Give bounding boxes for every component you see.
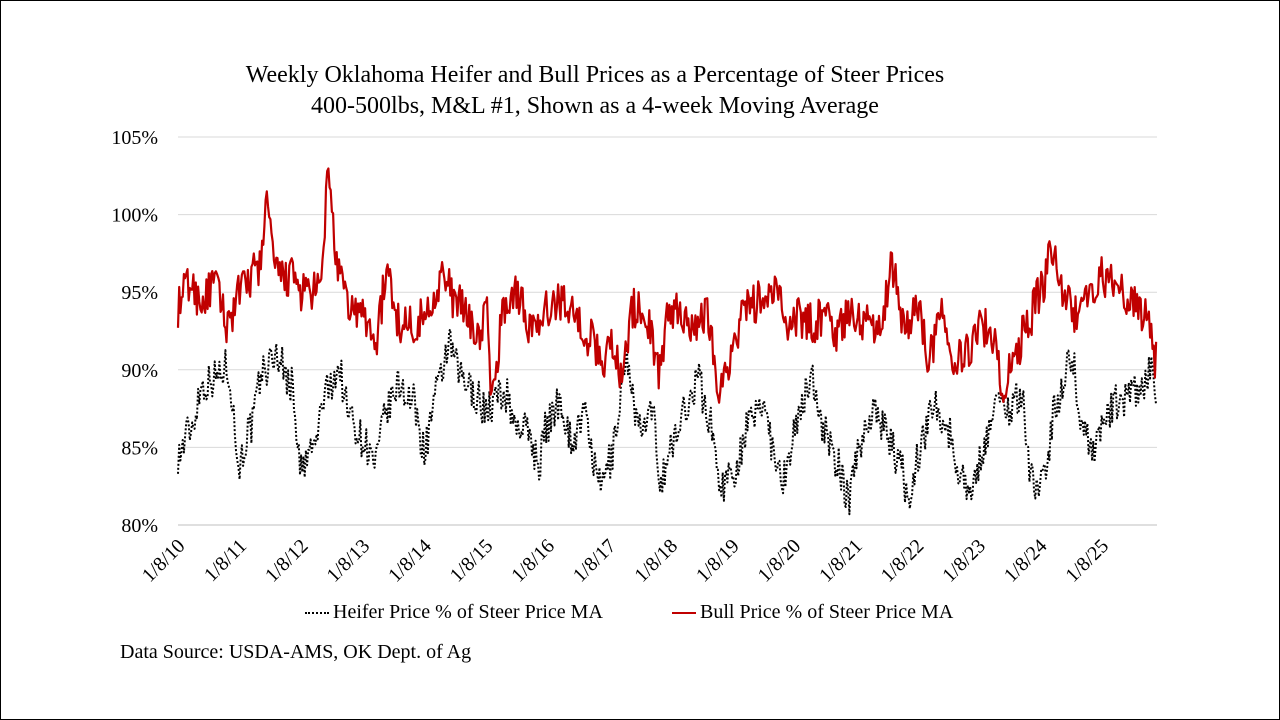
x-tick-label: 1/8/20: [754, 535, 806, 587]
y-tick-label: 85%: [121, 437, 158, 459]
y-tick-label: 95%: [121, 282, 158, 304]
x-tick-label: 1/8/13: [323, 535, 375, 587]
x-tick-label: 1/8/23: [938, 535, 990, 587]
x-tick-label: 1/8/14: [384, 535, 436, 587]
x-tick-label: 1/8/18: [630, 535, 682, 587]
x-tick-label: 1/8/16: [507, 535, 559, 587]
y-tick-label: 100%: [111, 205, 158, 227]
legend-swatch-bull: [672, 611, 696, 614]
y-tick-label: 105%: [111, 127, 158, 149]
x-tick-label: 1/8/19: [692, 535, 744, 587]
y-tick-label: 90%: [121, 360, 158, 382]
chart-subtitle: 400-500lbs, M&L #1, Shown as a 4-week Mo…: [311, 93, 879, 119]
chart-title: Weekly Oklahoma Heifer and Bull Prices a…: [245, 62, 945, 88]
legend-label-bull: Bull Price % of Steer Price MA: [700, 601, 954, 623]
x-tick-label: 1/8/10: [138, 535, 190, 587]
legend-label-heifer: Heifer Price % of Steer Price MA: [333, 601, 603, 623]
y-tick-label: 80%: [121, 515, 158, 537]
legend-item-heifer: Heifer Price % of Steer Price MA: [305, 601, 603, 624]
x-tick-label: 1/8/21: [815, 535, 867, 587]
series-line-heifer: [177, 328, 1158, 516]
x-tick-label: 1/8/22: [877, 535, 929, 587]
x-tick-label: 1/8/17: [569, 535, 621, 587]
x-tick-label: 1/8/11: [200, 535, 251, 586]
series-line-bull: [176, 167, 1158, 404]
x-tick-label: 1/8/15: [446, 535, 498, 587]
x-tick-label: 1/8/25: [1061, 535, 1113, 587]
legend-item-bull: Bull Price % of Steer Price MA: [672, 601, 953, 624]
data-source-note: Data Source: USDA-AMS, OK Dept. of Ag: [120, 641, 472, 663]
legend-swatch-heifer: [305, 611, 329, 614]
x-tick-label: 1/8/24: [1000, 535, 1052, 587]
x-tick-label: 1/8/12: [261, 535, 313, 587]
